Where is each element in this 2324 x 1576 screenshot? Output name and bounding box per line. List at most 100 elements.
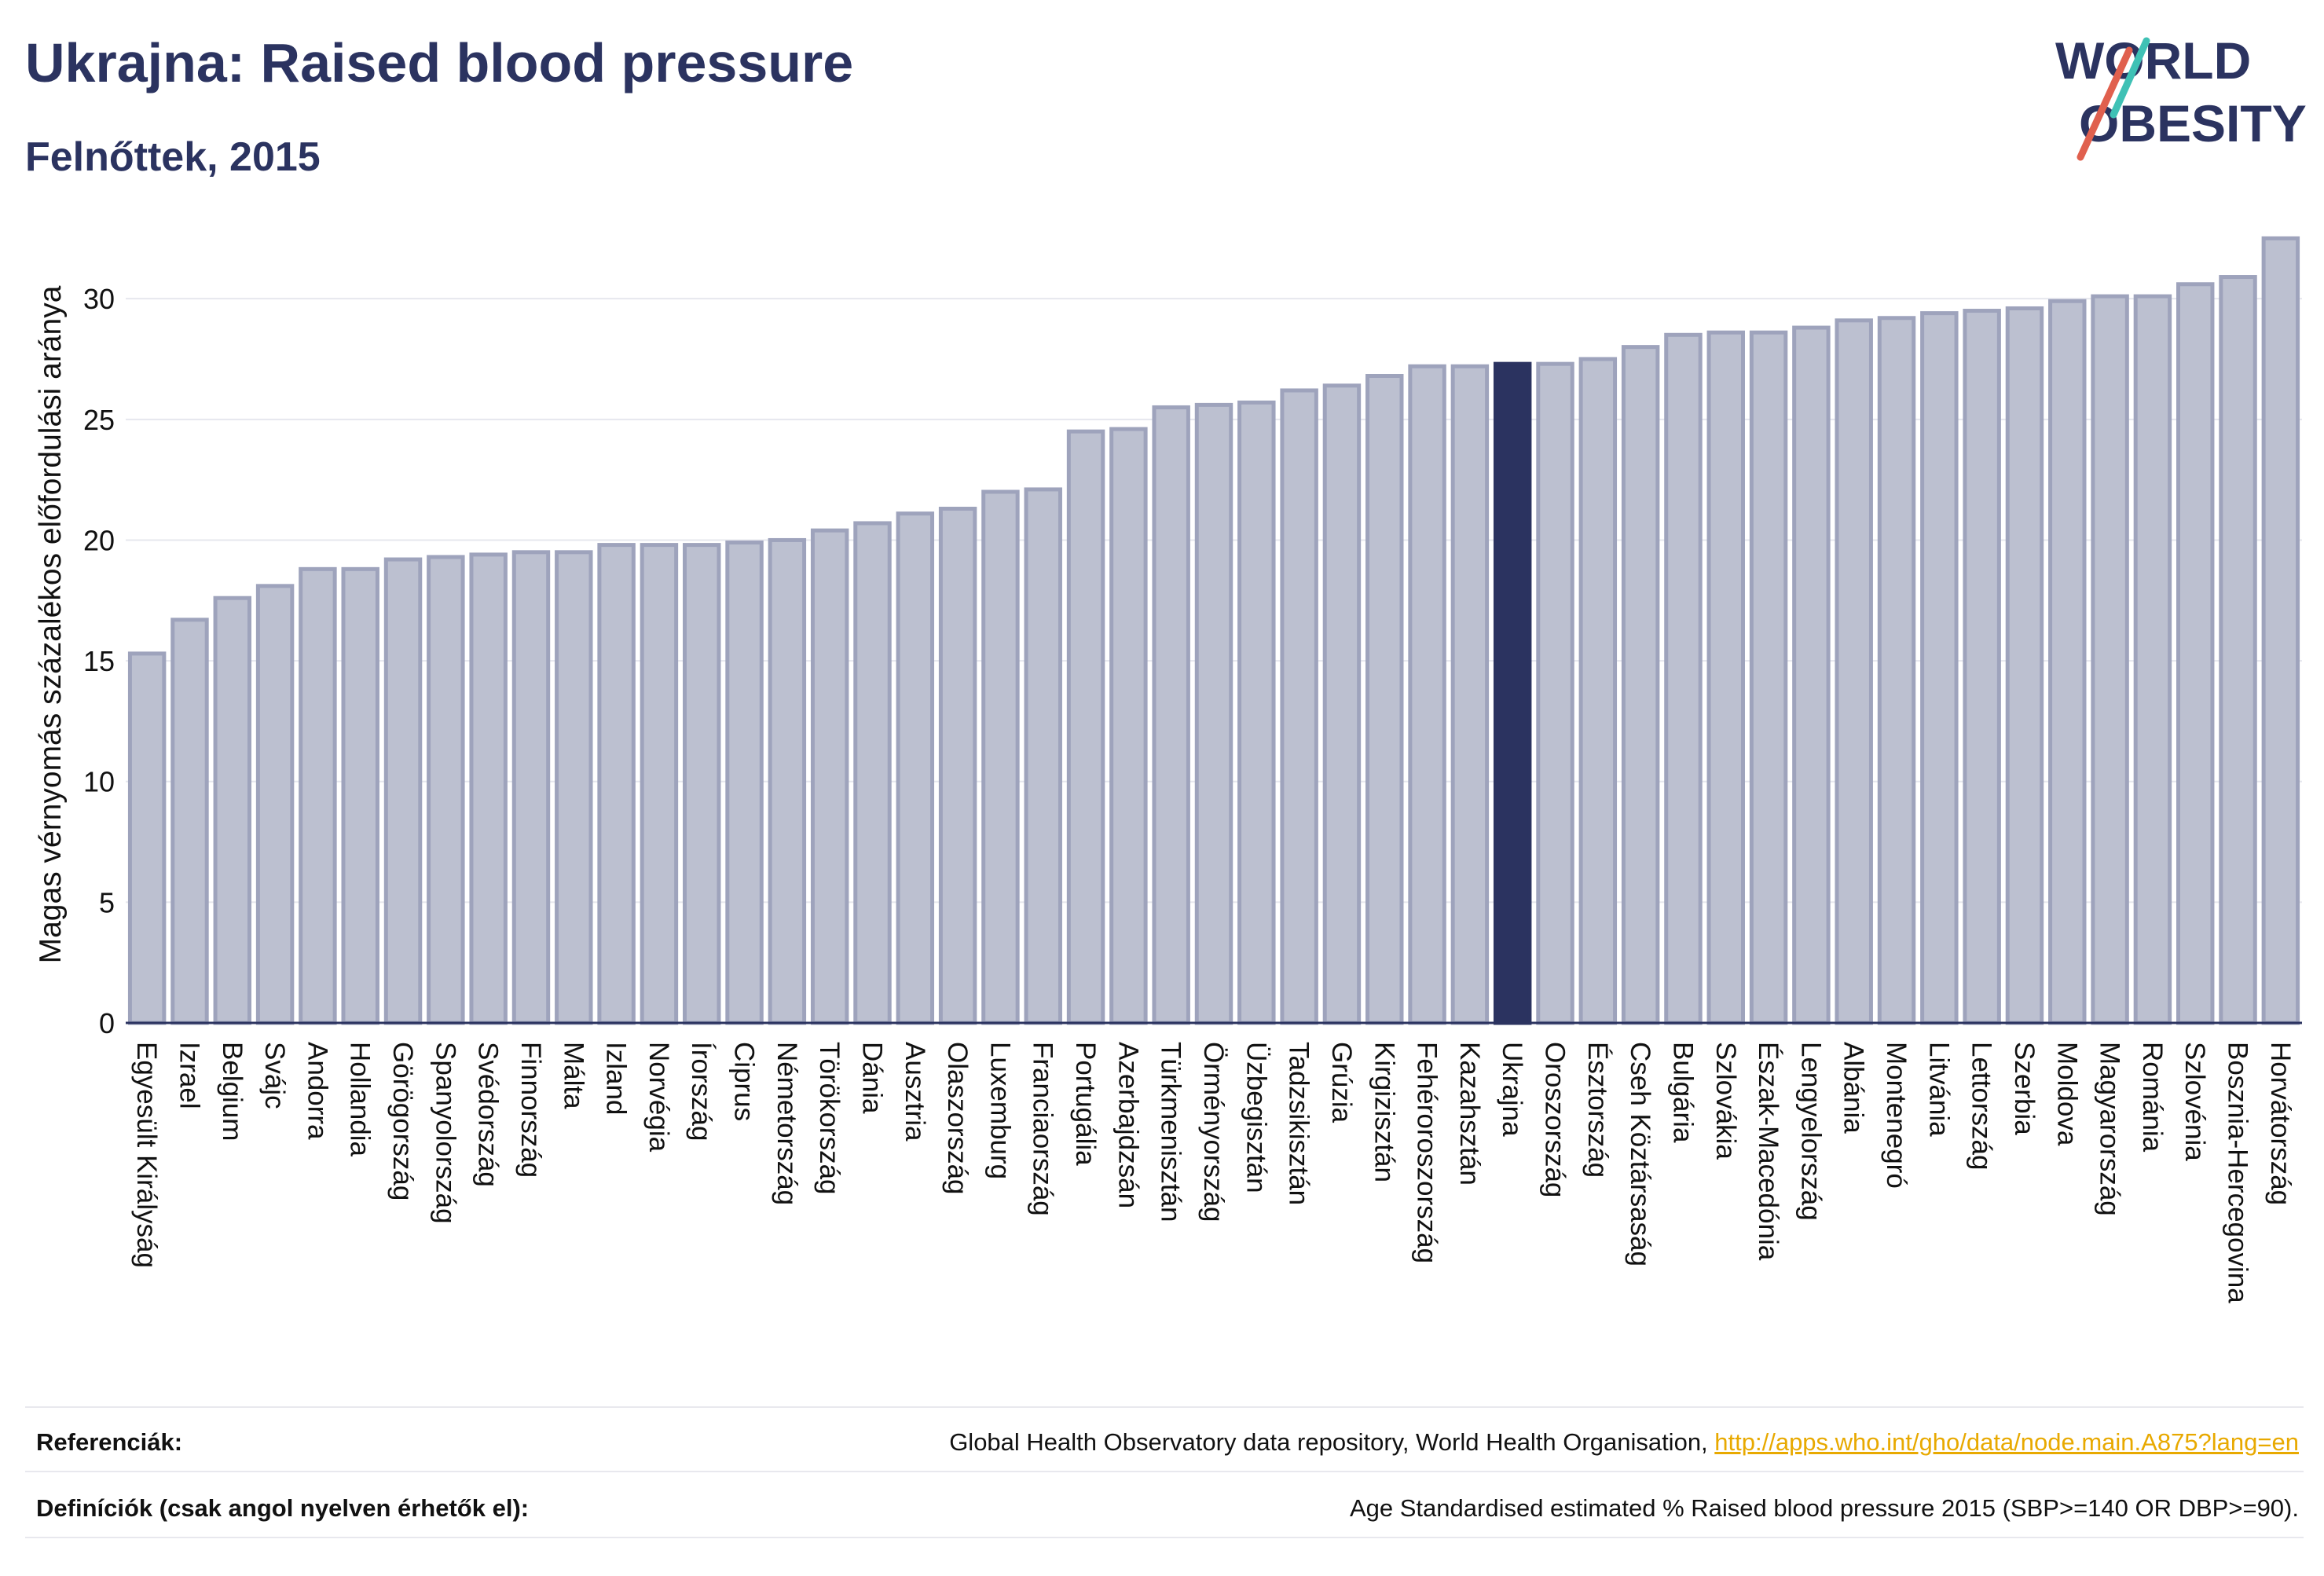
bar	[469, 552, 508, 1025]
bar	[341, 566, 379, 1025]
x-tick-label: Olaszország	[942, 1042, 973, 1195]
x-tick-label: Ukrajna	[1497, 1042, 1527, 1137]
bar	[511, 550, 551, 1025]
bar	[1536, 361, 1574, 1025]
bar	[1450, 364, 1490, 1025]
x-tick-label: Oroszország	[1540, 1042, 1571, 1197]
x-tick-label: Lengyelország	[1795, 1042, 1826, 1221]
x-tick-label: Egyesült Királyság	[131, 1042, 162, 1268]
x-tick-label: Türkmenisztán	[1156, 1042, 1186, 1222]
bar	[2005, 306, 2044, 1025]
x-tick-label: Románia	[2137, 1042, 2168, 1153]
x-tick-label: Izrael	[174, 1042, 204, 1109]
references-value: Global Health Observatory data repositor…	[949, 1428, 2299, 1457]
bar	[1792, 325, 1831, 1025]
x-tick-label: Fehéroroszország	[1412, 1042, 1442, 1263]
world-obesity-logo: WORLD OBESITY	[2055, 31, 2307, 161]
x-tick-label: Szlovákia	[1710, 1042, 1741, 1160]
x-tick-label: Grúzia	[1326, 1042, 1357, 1123]
bar	[1280, 388, 1318, 1025]
bar	[1877, 316, 1916, 1025]
x-tick-label: Andorra	[302, 1042, 332, 1140]
references-text: Global Health Observatory data repositor…	[949, 1428, 1715, 1456]
bar	[1920, 311, 1959, 1025]
logo-slash-teal	[2110, 37, 2150, 119]
x-tick-label: Portugália	[1070, 1042, 1101, 1166]
x-tick-label: Görögország	[387, 1042, 418, 1200]
bar	[1109, 427, 1148, 1025]
definitions-label: Definíciók (csak angol nyelven érhetők e…	[36, 1494, 530, 1522]
y-tick-label: 15	[83, 645, 115, 677]
x-tick-label: Tadzsikisztán	[1284, 1042, 1314, 1205]
bar-highlight	[1493, 361, 1532, 1025]
bar	[2219, 275, 2257, 1025]
x-tick-label: Kirgizisztán	[1369, 1042, 1399, 1182]
x-tick-label: Litvánia	[1923, 1042, 1954, 1137]
bar	[2048, 299, 2087, 1025]
bar-chart: 0 5 10 15 20 25 30 Egyesült Királyság Izrael Belg…	[83, 236, 2302, 1303]
x-tick-label: Cseh Köztársaság	[1625, 1042, 1655, 1266]
x-tick-label: Spanyolország	[430, 1042, 460, 1224]
bar	[2133, 294, 2172, 1025]
bar	[1365, 374, 1404, 1025]
bar	[1664, 332, 1703, 1025]
bar	[853, 521, 892, 1025]
x-tick-label: Svédország	[473, 1042, 504, 1187]
x-tick-label: Ciprus	[729, 1042, 760, 1121]
x-tick-label: Málta	[558, 1042, 588, 1109]
x-tick-label: Észtország	[1582, 1042, 1613, 1178]
bar	[1408, 364, 1446, 1025]
x-tick-label: Írország	[686, 1042, 717, 1141]
bar	[170, 618, 209, 1025]
x-tick-label: Belgium	[217, 1042, 247, 1141]
bar	[1194, 402, 1233, 1025]
bar	[981, 489, 1020, 1025]
x-tick-label: Luxemburg	[984, 1042, 1015, 1179]
x-tick-label: Magyarország	[2095, 1042, 2125, 1216]
bar	[213, 596, 252, 1025]
bar	[1963, 309, 2001, 1025]
bar	[597, 543, 636, 1025]
bar	[938, 507, 977, 1025]
logo-slash-red	[2077, 46, 2133, 161]
x-tick-label: Svájc	[259, 1042, 290, 1109]
x-tick-label: Lettország	[1967, 1042, 1997, 1170]
x-tick-label: Üzbegisztán	[1241, 1042, 1271, 1193]
x-tick-label: Örményország	[1198, 1042, 1229, 1222]
bar	[299, 566, 337, 1025]
y-tick-label: 5	[99, 886, 115, 918]
references-link[interactable]: http://apps.who.int/gho/data/node.main.A…	[1714, 1428, 2299, 1456]
x-tick-label: Izland	[601, 1042, 632, 1115]
bar	[810, 528, 849, 1025]
bar	[1237, 400, 1276, 1025]
y-tick-label: 25	[83, 404, 115, 436]
x-tick-label: Moldova	[2051, 1042, 2082, 1146]
bar	[1621, 345, 1660, 1025]
bar	[640, 543, 679, 1025]
footer-divider	[25, 1537, 2304, 1538]
x-tick-label: Ausztria	[900, 1042, 930, 1142]
bar	[725, 541, 764, 1025]
bar	[2091, 294, 2129, 1025]
bar	[1749, 330, 1788, 1025]
bar	[555, 550, 593, 1025]
bar	[896, 511, 935, 1025]
bar	[1024, 487, 1062, 1025]
bar	[2176, 282, 2215, 1025]
bar	[2261, 236, 2300, 1025]
x-tick-label: Szerbia	[2009, 1042, 2040, 1135]
x-tick-label: Törökország	[814, 1042, 845, 1195]
bar	[1835, 318, 1873, 1025]
bar	[768, 537, 807, 1025]
x-tick-label: Hollandia	[345, 1042, 376, 1156]
bar	[427, 555, 465, 1025]
bar	[683, 543, 721, 1025]
x-tick-label: Bosznia-Hercegovina	[2223, 1042, 2253, 1303]
y-tick-label: 30	[83, 283, 115, 315]
x-tick-label: Albánia	[1838, 1042, 1869, 1134]
footer-divider	[25, 1471, 2304, 1472]
bar	[1152, 405, 1190, 1025]
x-tick-label: Kazahsztán	[1454, 1042, 1485, 1186]
bar	[127, 651, 167, 1025]
x-tick-label: Azerbajdzsán	[1113, 1042, 1143, 1208]
